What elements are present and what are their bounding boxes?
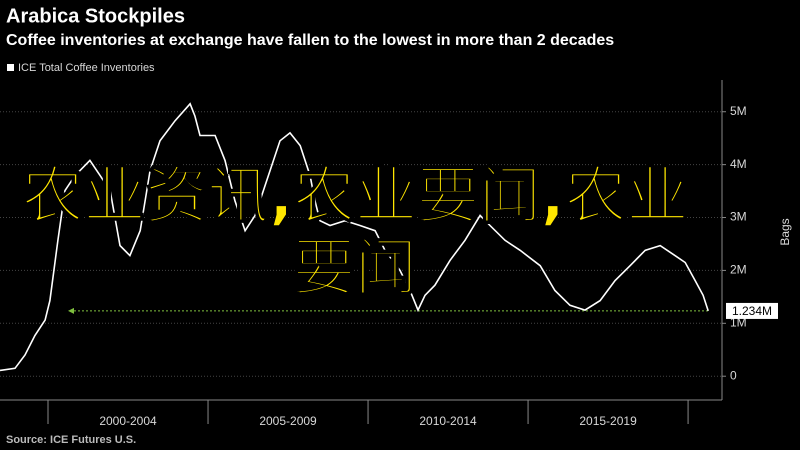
overlay-text: 农业资讯,农业要闻,农业要闻 <box>21 159 690 305</box>
x-tick-label: 2000-2004 <box>99 414 157 428</box>
legend-swatch <box>7 64 14 71</box>
last-value-box <box>726 302 778 319</box>
chart-title: Arabica Stockpiles <box>6 5 185 27</box>
chart-subtitle: Coffee inventories at exchange have fall… <box>6 32 614 49</box>
x-tick-label: 2015-2019 <box>579 414 637 428</box>
y-tick-label: 3M <box>730 210 747 224</box>
y-tick-label: 0 <box>730 368 737 382</box>
x-tick-label: 2005-2009 <box>259 414 317 428</box>
y-tick-label: 4M <box>730 157 747 171</box>
x-tick-label: 2010-2014 <box>419 414 477 428</box>
last-value-label: 1.234M <box>732 304 772 318</box>
legend-label: ICE Total Coffee Inventories <box>18 62 155 74</box>
source: Source: ICE Futures U.S. <box>6 434 136 446</box>
y-tick-label: 5M <box>730 104 747 118</box>
y-tick-label: 1M <box>730 315 747 329</box>
last-value-arrow <box>68 307 74 314</box>
y-axis-label: Bags <box>778 218 792 245</box>
series-line <box>0 102 709 372</box>
y-tick-label: 2M <box>730 263 747 277</box>
